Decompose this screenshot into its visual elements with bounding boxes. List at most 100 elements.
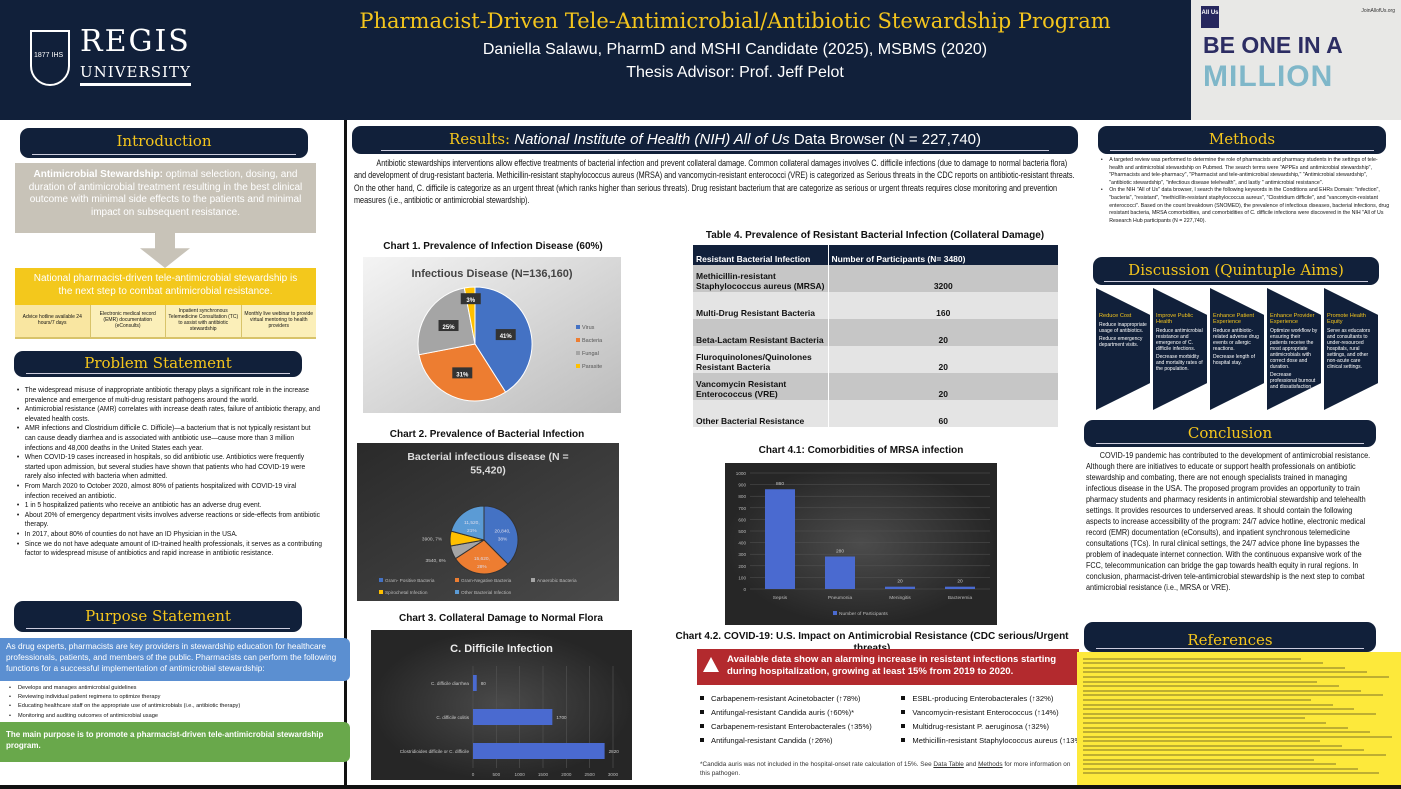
chart42-footnote: *Candida auris was not included in the h… [700,760,1080,778]
legend-label: Spirochetal Infection [385,590,428,595]
aim-item: Decrease length of hospital stay. [1213,354,1255,366]
resistance-item: Methicillin-resistant Staphylococcus aur… [912,736,1084,745]
reference-line [1083,731,1371,734]
table-row: Multi-Drug Resistant Bacteria 160 [693,292,1058,319]
legend-swatch [576,351,580,355]
y-tick-label: 100 [738,575,746,580]
purpose-item: Develops and manages antimicrobial guide… [8,684,338,693]
aim-item: Optimize workflow by ensuring their pati… [1270,328,1318,370]
reference-line [1083,726,1349,729]
legend-swatch [379,578,383,582]
data-label: 860 [776,481,784,487]
methods-item: A targeted review was performed to deter… [1100,157,1390,187]
x-tick-label: 1500 [538,772,549,777]
methods-item: On the NIH "All of Us" data browser, I s… [1100,187,1390,225]
resistance-item: Multidrug-resistant P. aeruginosa (↑32%) [912,722,1050,731]
methods-link[interactable]: Methods [978,761,1003,768]
reference-line [1083,685,1339,688]
all-of-us-banner: All Us JoinAllofUs.org BE ONE IN A MILLI… [1191,0,1401,120]
count-cell: 20 [938,335,948,345]
badge-line1: BE ONE IN A [1203,32,1343,58]
methods-list: A targeted review was performed to deter… [1100,157,1390,225]
reference-line [1083,754,1386,757]
table-row: Vancomycin Resistant Enterococcus (VRE) 2… [693,373,1058,400]
reference-line [1083,717,1305,720]
data-label: 31% [456,372,469,378]
legend-label: Virus [582,325,595,331]
poster-title: Pharmacist-Driven Tele-Antimicrobial/Ant… [359,9,1111,33]
results-label: Results: [448,130,511,148]
resistance-item: Carbapenem-resistant Acinetobacter (↑78%… [711,694,861,703]
legend-swatch [576,338,580,342]
resistance-row: Carbapenem-resistant Acinetobacter (↑78%… [700,692,901,706]
aim-chevron: Reduce Cost Reduce inappropriate usage of… [1096,288,1150,410]
x-category-label: Pneumonia [828,595,853,601]
data-label: 20 [897,579,903,585]
aim-item: Decrease professional burnout and dissat… [1270,372,1316,390]
chart3-bar: C. Difficile Infection 0 500 1000 1500 2000 25… [371,630,632,780]
chart42-caption: Chart 4.2. COVID-19: U.S. Impact on Anti… [675,631,1069,654]
purpose-item: Educating healthcare staff on the approp… [8,702,338,711]
resistance-item: Vancomycin-resistant Enterococcus (↑14%) [912,708,1059,717]
column-divider-left [344,120,347,789]
resistance-row: ESBL-producing Enterobacterales (↑32%) [901,692,1080,706]
reference-line [1083,767,1358,770]
aim-title: Improve Public Health [1156,313,1193,325]
bullet-icon [700,724,704,728]
table-header: Number of Participants (N= 3480) [831,254,966,264]
legend-label: Other Bacterial Infection [461,590,512,595]
discussion-header: Discussion (Quintuple Aims) [1093,257,1379,285]
data-label: 25% [443,325,456,331]
problem-item: When COVID-19 cases increased in hospita… [16,452,322,481]
legend-swatch [455,590,459,594]
resistance-row: Multidrug-resistant P. aeruginosa (↑32%) [901,720,1080,734]
pie-slice-gram-positive-bacteria [483,505,519,565]
data-label-box [495,329,516,341]
data-label: 20 [957,579,963,585]
aim-item: Reduce antimicrobial resistance and emer… [1156,328,1203,352]
y-category-label: C. difficile colitis [436,715,469,720]
aim-chevron: Improve Public Health Reduce antimicrobia… [1153,288,1207,410]
reference-line [1083,758,1314,761]
problem-item: Since we do not have adequate amount of … [16,539,322,558]
purpose-main: The main purpose is to promote a pharmac… [0,722,350,762]
aim-chevron: Enhance Patient Experience Reduce antibio… [1210,288,1264,410]
table-header: Resistant Bacterial Infection [693,245,829,265]
data-table-link[interactable]: Data Table [933,761,964,768]
x-category-label: Sepsis [773,595,788,601]
reference-line [1083,740,1321,743]
legend-swatch [531,578,535,582]
x-tick-label: 1000 [515,772,526,777]
warning-icon [703,657,719,672]
legend-label: Parasite [582,364,602,370]
footnote-text: *Candida auris was not included in the h… [700,761,934,768]
data-label: 3% [466,298,475,304]
y-tick-label: 600 [738,517,746,522]
results-header: Results: National Institute of Health (N… [352,126,1078,154]
definition-term: Antimicrobial Stewardship: [33,169,163,180]
results-n: Data Browser (N = 227,740) [789,131,981,148]
results-paragraph: Antibiotic stewardships interventions al… [354,158,1075,206]
bullet-icon [901,738,906,742]
resistance-item: Antifungal-resistant Candida auris (↑60%… [711,708,855,717]
footnote-end: for more information on this pathogen. [700,761,1071,777]
chart2-caption: Chart 2. Prevalence of Bacterial Infecti… [389,429,585,440]
reference-line [1083,712,1377,715]
reference-line [1083,657,1302,660]
table4-caption: Table 4. Prevalence of Resistant Bacteri… [705,230,1045,241]
reference-line [1083,671,1367,674]
alert-banner: Available data show an alarming increase… [697,649,1079,685]
infection-cell: Beta-Lactam Resistant Bacteria [693,319,829,346]
resistance-row: Carbapenem-resistant Enterobacterales (↑… [700,720,901,734]
conclusion-header: Conclusion [1084,420,1376,447]
reference-line [1083,689,1361,692]
y-tick-label: 400 [738,541,746,546]
resistance-row: Antifungal-resistant Candida auris (↑60%… [700,706,901,720]
reference-line [1083,749,1364,752]
legend-swatch [576,364,580,368]
table4: Resistant Bacterial Infection Number of … [693,245,1058,427]
legend-label: Bacteria [582,338,603,344]
chart1-pie: Infectious Disease (N=136,160) 41% 31% 25% 3… [363,257,621,413]
y-tick-label: 700 [738,506,746,511]
data-label: 3900, 7% [422,537,443,543]
